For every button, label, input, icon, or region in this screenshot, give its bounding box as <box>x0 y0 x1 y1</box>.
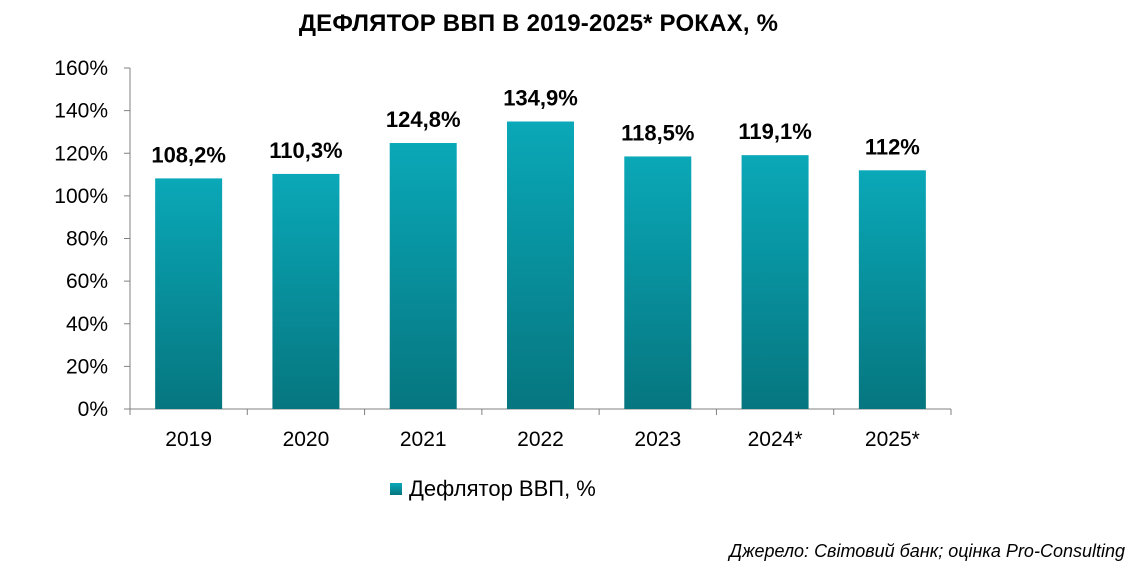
y-tick-label: 60% <box>66 270 108 293</box>
data-labels: 108,2% 110,3% 124,8% 134,9% 118,5% 119,1% 112% <box>151 85 920 167</box>
data-label: 134,9% <box>503 85 578 110</box>
data-label: 108,2% <box>151 142 226 167</box>
y-tick-label: 0% <box>78 398 108 421</box>
data-label: 112% <box>865 134 920 159</box>
y-tick-label: 20% <box>66 355 108 378</box>
y-axis: 0% 20% 40% 60% 80% 100% 120% 140% 160% <box>54 57 130 421</box>
data-label: 110,3% <box>269 138 342 163</box>
y-tick-label: 120% <box>54 142 108 165</box>
y-tick-label: 100% <box>54 185 108 208</box>
bar-2022 <box>507 121 574 409</box>
x-tick-label: 2019 <box>165 428 212 451</box>
bar-2020 <box>272 173 340 409</box>
x-tick-label: 2025* <box>865 428 920 451</box>
data-label: 119,1% <box>738 119 811 144</box>
y-tick-label: 140% <box>54 100 108 123</box>
bar-2021 <box>389 143 457 409</box>
bar-2024-est <box>741 155 809 409</box>
chart-title: ДЕФЛЯТОР ВВП В 2019-2025* РОКАХ, % <box>298 10 779 37</box>
y-tick-label: 40% <box>66 313 108 336</box>
x-tick-label: 2023 <box>634 428 681 451</box>
legend-swatch <box>390 483 402 495</box>
x-axis: 2019 2020 2021 2022 2023 2024* 2025* <box>129 409 952 451</box>
x-tick-label: 2021 <box>400 428 447 451</box>
data-label: 124,8% <box>386 107 461 132</box>
x-tick-label: 2022 <box>517 428 564 451</box>
legend: Дефлятор ВВП, % <box>390 476 596 502</box>
y-tick-label: 80% <box>66 228 108 251</box>
y-tick-label: 160% <box>54 57 108 80</box>
x-tick-label: 2020 <box>283 428 330 451</box>
bar-2019 <box>155 178 223 409</box>
x-tick-label: 2024* <box>748 428 803 451</box>
bar-2025-est <box>858 170 926 409</box>
data-label: 118,5% <box>621 120 694 145</box>
bar-2023 <box>624 156 692 409</box>
bar-series <box>155 121 926 409</box>
source-note: Джерело: Світовий банк; оцінка Pro-Consu… <box>729 541 1125 561</box>
legend-label: Дефлятор ВВП, % <box>409 476 596 501</box>
